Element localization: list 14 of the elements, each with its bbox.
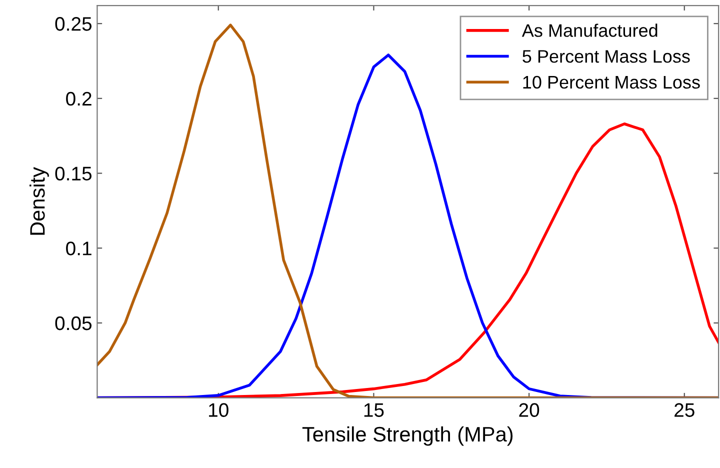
y-tick-label: 0.25: [55, 17, 92, 31]
legend-label: 10 Percent Mass Loss: [523, 76, 700, 89]
y-tick-label: 0.2: [66, 92, 92, 106]
y-tick-label: 0.15: [55, 166, 92, 181]
legend-label: 5 Percent Mass Loss: [522, 50, 690, 63]
x-tick-label: 25: [674, 403, 694, 417]
y-tick-label: 0.1: [66, 242, 92, 256]
y-tick-label: 0.05: [55, 316, 92, 330]
x-tick-label: 10: [209, 403, 228, 417]
x-tick-label: 15: [364, 403, 384, 417]
x-axis-title: Tensile Strength (MPa): [302, 426, 513, 446]
x-tick-label: 20: [519, 403, 540, 417]
y-axis-title: Density: [30, 167, 49, 235]
legend-label: As Manufactured: [522, 24, 658, 37]
